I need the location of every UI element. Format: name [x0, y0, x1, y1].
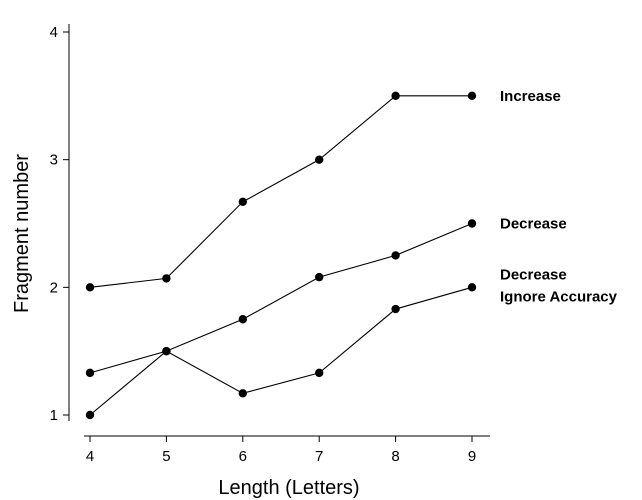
series-decrease-ignore-accuracy: Decrease Ignore Accuracy: [85, 266, 618, 420]
data-point: [85, 410, 95, 420]
data-point: [467, 91, 477, 101]
series-increase: Increase: [85, 88, 561, 292]
series-label: Decrease: [500, 266, 567, 283]
x-tick-label: 8: [391, 448, 399, 465]
data-point: [238, 389, 247, 398]
data-point: [467, 283, 477, 292]
data-point: [238, 197, 247, 206]
series-line: [89, 222, 473, 374]
x-tick-label: 4: [86, 448, 94, 465]
data-point: [85, 283, 95, 292]
y-tick-label: 4: [50, 24, 58, 41]
series-label: Increase: [500, 88, 561, 105]
series-label: Ignore Accuracy: [500, 288, 618, 305]
series-decrease: Decrease: [85, 216, 567, 378]
x-axis-title: Length (Letters): [218, 477, 359, 499]
data-point: [162, 274, 171, 283]
x-tick-label: 7: [315, 448, 323, 465]
data-point: [238, 315, 247, 324]
chart-series: Increase Decrease Decrease Ignore Accuracy: [85, 88, 618, 420]
x-tick-label: 6: [239, 448, 247, 465]
series-line: [89, 286, 473, 416]
x-tick-label: 9: [468, 448, 476, 465]
data-point: [162, 346, 171, 356]
data-point: [391, 304, 400, 314]
data-point: [315, 155, 324, 164]
chart-axes: 1 2 3 4 4 5 6 7 8 9: [50, 24, 490, 465]
data-point: [85, 368, 95, 378]
data-point: [315, 368, 324, 378]
x-tick-label: 5: [162, 448, 170, 465]
y-tick-label: 1: [50, 407, 58, 424]
series-label: Decrease: [500, 216, 567, 233]
data-point: [391, 91, 400, 101]
data-point: [467, 219, 477, 228]
series-line: [89, 95, 472, 288]
y-axis-title: Fragment number: [11, 154, 33, 313]
y-tick-label: 2: [50, 279, 58, 296]
data-point: [315, 272, 324, 282]
data-point: [391, 251, 400, 260]
y-tick-label: 3: [50, 152, 58, 169]
